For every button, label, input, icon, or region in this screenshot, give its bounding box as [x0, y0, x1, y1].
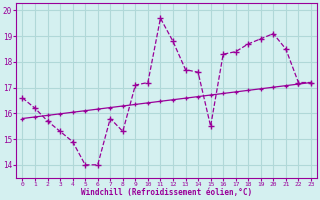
X-axis label: Windchill (Refroidissement éolien,°C): Windchill (Refroidissement éolien,°C)	[81, 188, 252, 197]
